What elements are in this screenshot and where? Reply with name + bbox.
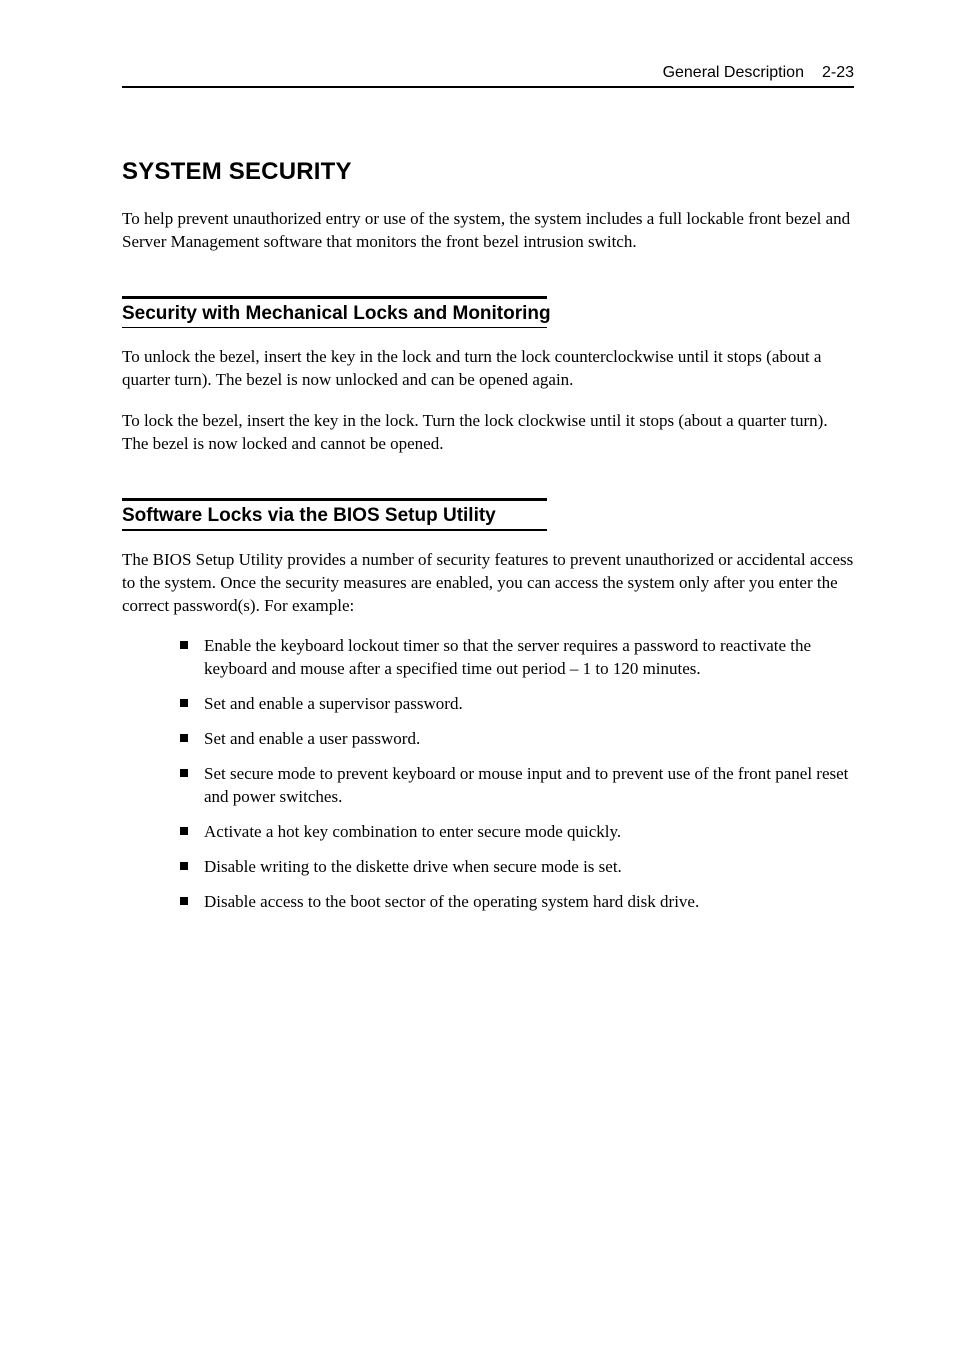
section1-p2: To lock the bezel, insert the key in the…	[122, 410, 854, 456]
list-item: Enable the keyboard lockout timer so tha…	[180, 635, 854, 681]
intro-paragraph: To help prevent unauthorized entry or us…	[122, 208, 854, 254]
section-rule-top	[122, 498, 547, 501]
header-page-ref: 2-23	[822, 64, 854, 82]
header-gap	[804, 64, 822, 82]
section2-p1: The BIOS Setup Utility provides a number…	[122, 549, 854, 618]
section-rule-top	[122, 296, 547, 299]
list-item: Activate a hot key combination to enter …	[180, 821, 854, 844]
section-rule-bottom	[122, 529, 547, 531]
section-heading-mechanical: Security with Mechanical Locks and Monit…	[122, 296, 854, 329]
section-heading-software: Software Locks via the BIOS Setup Utilit…	[122, 498, 854, 531]
section1-p1: To unlock the bezel, insert the key in t…	[122, 346, 854, 392]
bullet-list: Enable the keyboard lockout timer so tha…	[180, 635, 854, 913]
page: General Description 2-23 SYSTEM SECURITY…	[0, 0, 954, 1348]
list-item: Set and enable a supervisor password.	[180, 693, 854, 716]
page-header: General Description 2-23	[122, 64, 854, 88]
section-rule-bottom	[122, 327, 547, 329]
section1-heading: Security with Mechanical Locks and Monit…	[122, 303, 854, 325]
list-item: Disable writing to the diskette drive wh…	[180, 856, 854, 879]
page-title: SYSTEM SECURITY	[122, 158, 854, 186]
list-item: Set secure mode to prevent keyboard or m…	[180, 763, 854, 809]
list-item: Disable access to the boot sector of the…	[180, 891, 854, 914]
section2-heading: Software Locks via the BIOS Setup Utilit…	[122, 505, 854, 527]
list-item: Set and enable a user password.	[180, 728, 854, 751]
header-section-title: General Description	[663, 64, 804, 82]
